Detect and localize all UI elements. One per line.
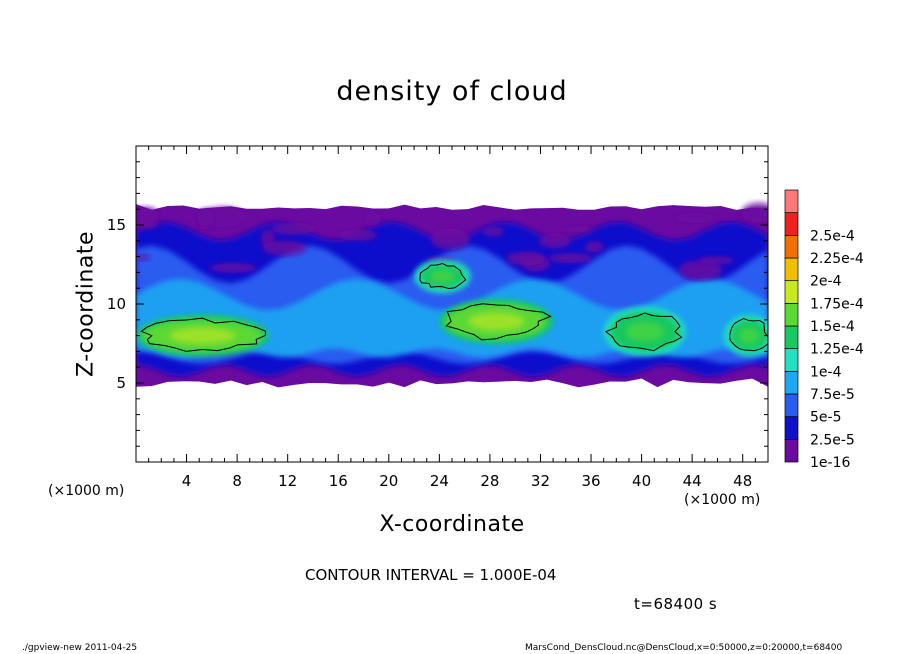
x-tick-label: 12 [278,472,297,490]
density-patch [698,256,734,265]
colorbar-swatch [784,280,799,304]
density-patch [262,240,307,256]
x-tick-label: 44 [683,472,702,490]
density-patch [270,222,315,235]
density-region-core [738,327,760,344]
colorbar: 1e-16 2.5e-5 5e-5 7.5e-5 1e-4 1.25e-4 1.5e-4 1.… [784,189,864,471]
density-patch [741,202,768,223]
colorbar-swatch [784,189,799,214]
x-axis: 4 8 12 16 20 24 28 32 36 40 44 48 [148,146,756,490]
colorbar-label: 1e-4 [810,364,842,380]
x-tick-label: 20 [379,472,398,490]
density-patch [209,262,257,273]
colorbar-label: 7.5e-5 [810,387,855,403]
colorbar-label: 2.5e-5 [810,432,855,448]
colorbar-label: 2e-4 [810,274,842,290]
colorbar-swatch [784,234,799,259]
density-patch [538,234,571,249]
contour-line [729,318,768,352]
chart-title: density of cloud [336,76,568,107]
footer-command: ./gpview-new 2011-04-25 [22,643,138,653]
colorbar-swatch [784,416,799,440]
colorbar-label: 2.5e-4 [810,228,855,244]
density-region-core [169,327,236,344]
density-patch [364,211,381,226]
y-tick-label: 5 [116,374,126,392]
colorbar-swatch [784,348,799,372]
density-patch [548,253,593,263]
contour-line [419,262,467,289]
density-region-core [625,321,664,342]
y-tick-label: 15 [107,216,126,234]
y-axis-label: Z-coordinate [73,231,99,377]
x-tick-label: 24 [430,472,449,490]
density-patch [584,241,604,253]
colorbar-label: 5e-5 [810,410,841,426]
contour-line [140,317,267,352]
time-label: t=68400 s [634,595,718,613]
x-tick-label: 8 [232,472,242,490]
x-axis-label: X-coordinate [379,512,525,537]
x-tick-label: 4 [182,472,192,490]
colorbar-label: 1.25e-4 [810,342,864,358]
x-tick-label: 16 [329,472,348,490]
density-patch [430,228,471,250]
density-patch [563,226,594,233]
colorbar-swatch [784,438,799,463]
colorbar-label: 1.75e-4 [810,296,864,312]
colorbar-swatch [784,325,799,350]
contour-lines [140,262,768,352]
colorbar-label: 2.25e-4 [810,251,864,267]
x-tick-label: 48 [733,472,752,490]
colorbar-swatch [784,212,799,236]
colorbar-swatch [784,370,799,395]
contour-line [445,303,552,341]
x-tick-label: 32 [531,472,550,490]
x-tick-label: 36 [581,472,600,490]
x-tick-label: 40 [632,472,651,490]
density-field [136,202,768,388]
colorbar-label: 1.5e-4 [810,319,855,335]
density-patch [506,251,546,266]
colorbar-label: 1e-16 [810,455,850,471]
density-region-core [430,270,455,283]
density-patch [139,207,159,230]
density-region-core [468,312,525,331]
density-patch [338,229,378,241]
density-patch [482,226,505,237]
footer-source: MarsCond_DensCloud.nc@DensCloud,x=0:5000… [525,643,843,653]
contour-interval-label: CONTOUR INTERVAL = 1.000E-04 [305,566,557,584]
density-patch [675,212,716,224]
y-axis: 5 10 15 [107,161,768,447]
colorbar-swatch [784,257,799,282]
y-tick-label: 10 [107,295,126,313]
contour-line [604,312,683,352]
colorbar-swatch [784,393,799,418]
y-axis-unit: (×1000 m) [48,483,125,499]
x-tick-label: 28 [480,472,499,490]
density-patch [136,254,150,261]
colorbar-swatch [784,302,799,327]
density-patch [197,208,215,226]
x-axis-unit: (×1000 m) [684,492,761,508]
density-patch [678,260,723,281]
